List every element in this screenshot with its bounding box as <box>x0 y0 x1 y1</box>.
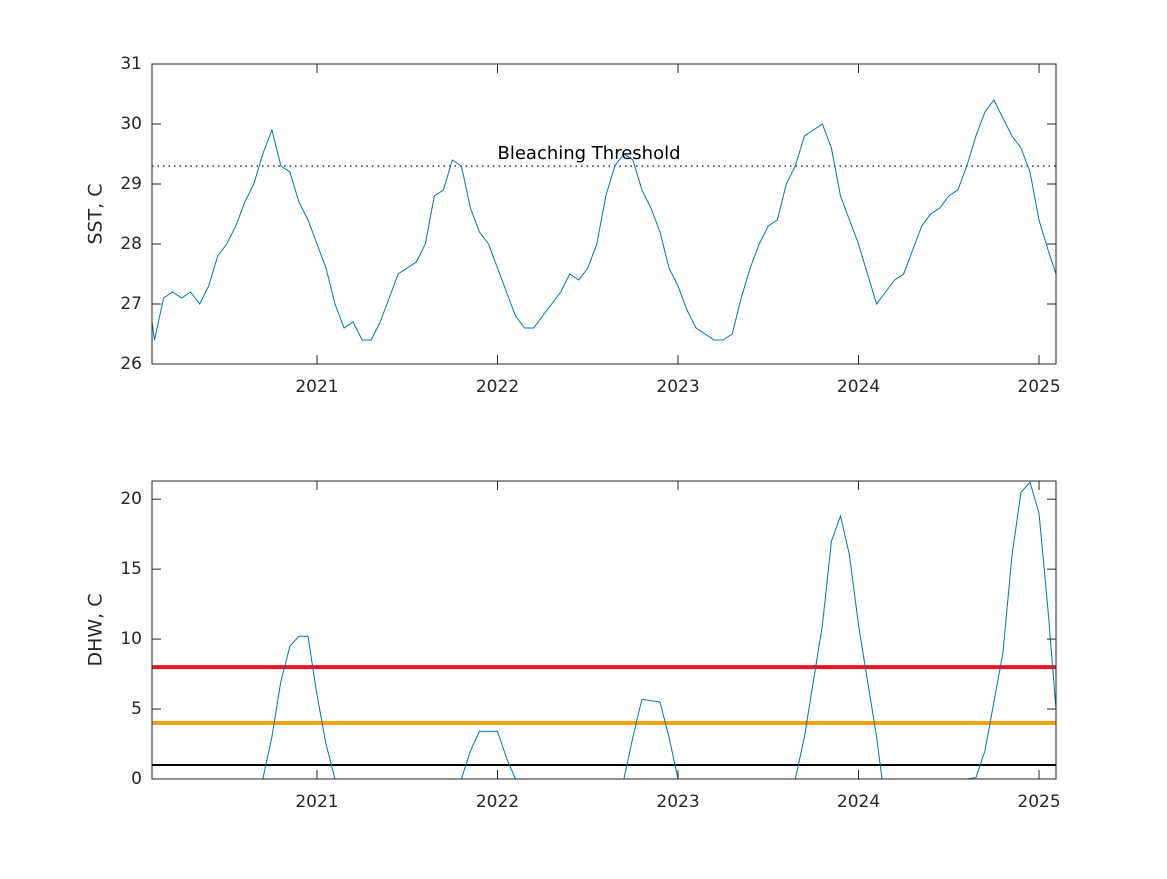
x-tick-label: 2024 <box>837 377 880 397</box>
y-tick-label: 30 <box>120 114 142 134</box>
x-tick-label: 2022 <box>476 377 519 397</box>
x-tick-label: 2025 <box>1017 792 1060 812</box>
data-line <box>151 99 1057 341</box>
data-line <box>152 481 1057 780</box>
y-tick-label: 29 <box>120 174 142 194</box>
x-tick-label: 2021 <box>295 792 338 812</box>
y-tick-label: 5 <box>131 699 142 719</box>
y-tick-label: 27 <box>120 294 142 314</box>
axes-frame <box>151 480 1057 780</box>
x-tick-label: 2021 <box>295 377 338 397</box>
y-tick-label: 0 <box>131 769 142 789</box>
y-axis-label: SST, C <box>85 183 107 244</box>
y-tick-label: 28 <box>120 234 142 254</box>
x-tick-label: 2022 <box>476 792 519 812</box>
y-tick-label: 31 <box>120 54 142 74</box>
x-tick-label: 2023 <box>656 377 699 397</box>
y-axis-label: DHW, C <box>85 593 107 666</box>
y-tick-label: 26 <box>120 354 142 374</box>
y-tick-label: 15 <box>120 559 142 579</box>
annotation: Bleaching Threshold <box>497 143 680 164</box>
x-tick-label: 2025 <box>1017 377 1060 397</box>
y-tick-label: 20 <box>120 489 142 509</box>
x-tick-label: 2023 <box>656 792 699 812</box>
x-tick-label: 2024 <box>837 792 880 812</box>
axes-frame <box>151 63 1057 365</box>
y-tick-label: 10 <box>120 629 142 649</box>
